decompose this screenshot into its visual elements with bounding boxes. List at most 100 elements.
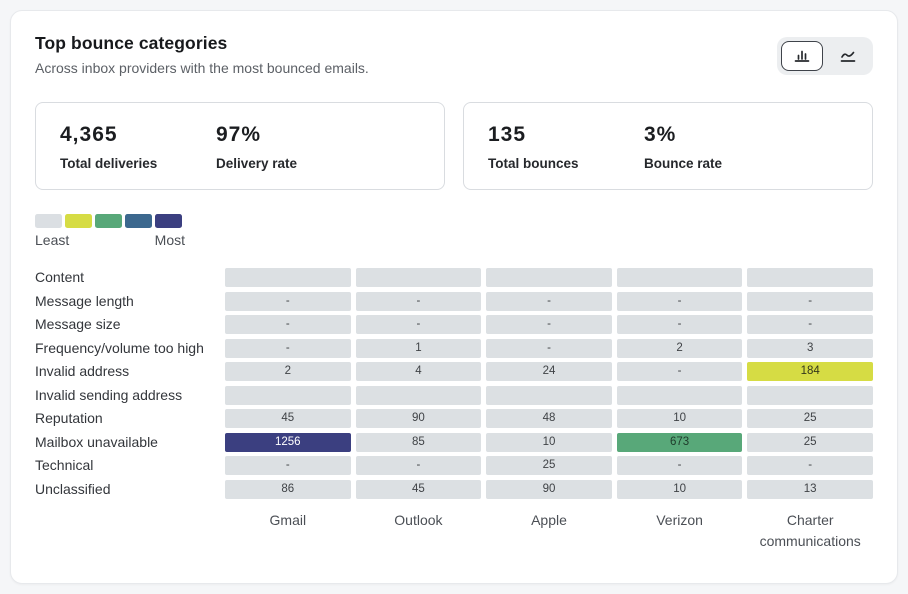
heatmap-row-label: Message size	[35, 316, 121, 332]
heatmap-cell[interactable]: 45	[355, 479, 482, 499]
heatmap-row-label: Invalid sending address	[35, 386, 183, 403]
deliveries-card: 4,365 Total deliveries 97% Delivery rate	[35, 102, 445, 190]
legend-labels: Least Most	[35, 232, 185, 248]
legend-swatch	[155, 214, 182, 228]
heatmap-grid: Content Message length - - - - - Message size - -…	[35, 268, 873, 552]
heatmap-row-label: Content	[35, 269, 85, 285]
chart-view-toggle	[777, 37, 873, 75]
heatmap-cell[interactable]: 90	[486, 479, 612, 499]
heatmap-color-legend: Least Most	[35, 214, 185, 248]
heatmap-cell[interactable]: -	[225, 315, 351, 334]
line-chart-view-button[interactable]	[827, 41, 869, 71]
heatmap-cell[interactable]	[486, 268, 612, 287]
heatmap-cell[interactable]: 3	[747, 338, 873, 358]
heatmap-cell[interactable]: 25	[747, 409, 873, 428]
heatmap-cell[interactable]: -	[616, 456, 743, 475]
heatmap-cell[interactable]: -	[486, 315, 612, 334]
heatmap-cell[interactable]: 13	[747, 479, 873, 499]
heatmap-cell[interactable]	[225, 385, 351, 405]
heatmap-cell[interactable]	[355, 268, 482, 287]
heatmap-cell[interactable]: 10	[486, 432, 612, 452]
heatmap-row-label: Unclassified	[35, 480, 111, 497]
bounce-rate-label: Bounce rate	[644, 156, 723, 171]
heatmap-cell[interactable]	[486, 385, 612, 405]
legend-swatches	[35, 214, 185, 228]
heatmap-row-label: Invalid address	[35, 363, 130, 379]
page-title: Top bounce categories	[35, 33, 228, 53]
legend-swatch	[125, 214, 152, 228]
line-chart-icon	[838, 48, 858, 64]
total-deliveries-label: Total deliveries	[60, 156, 158, 171]
heatmap-cell[interactable]: 45	[225, 409, 351, 428]
heatmap-cell[interactable]: -	[486, 291, 612, 311]
heatmap-cell[interactable]: -	[486, 338, 612, 358]
total-bounces-label: Total bounces	[488, 156, 579, 171]
heatmap-cell[interactable]: 184	[747, 362, 873, 381]
heatmap-cell[interactable]	[355, 385, 482, 405]
bounce-categories-card: Top bounce categories Across inbox provi…	[10, 10, 898, 584]
heatmap-row-label: Reputation	[35, 410, 103, 426]
heatmap-cell[interactable]	[747, 385, 873, 405]
delivery-rate-value: 97%	[216, 123, 262, 146]
heatmap-cell[interactable]	[616, 385, 743, 405]
heatmap-cell[interactable]: 48	[486, 409, 612, 428]
page-subtitle: Across inbox providers with the most bou…	[35, 60, 369, 76]
heatmap-cell[interactable]: 10	[616, 409, 743, 428]
heatmap-column-label: Gmail	[269, 512, 307, 528]
heatmap-cell[interactable]: -	[355, 291, 482, 311]
heatmap-cell[interactable]: -	[355, 315, 482, 334]
heatmap-cell[interactable]: -	[355, 456, 482, 475]
legend-swatch	[65, 214, 92, 228]
heatmap-cell[interactable]: 673	[616, 432, 743, 452]
heatmap-cell[interactable]: -	[225, 338, 351, 358]
heatmap-cell[interactable]: 2	[616, 338, 743, 358]
heatmap-row-label: Message length	[35, 292, 134, 309]
heatmap-cell[interactable]: -	[616, 291, 743, 311]
heatmap-cell[interactable]: -	[747, 315, 873, 334]
heatmap-row-label: Frequency/volume too high	[35, 339, 204, 356]
total-deliveries-value: 4,365	[60, 123, 118, 146]
heatmap-column-label: Outlook	[394, 512, 443, 528]
heatmap-row-label: Mailbox unavailable	[35, 433, 158, 450]
heatmap-cell[interactable]	[616, 268, 743, 287]
heatmap-cell[interactable]: 1256	[225, 432, 351, 452]
heatmap-cell[interactable]: 86	[225, 479, 351, 499]
bar-chart-view-button[interactable]	[781, 41, 823, 71]
legend-swatch	[95, 214, 122, 228]
heatmap-row-label: Technical	[35, 457, 94, 473]
legend-least-label: Least	[35, 232, 70, 248]
heatmap-column-label: Charter communications	[759, 512, 861, 549]
bounce-rate-value: 3%	[644, 123, 677, 146]
heatmap-cell[interactable]: 85	[355, 432, 482, 452]
heatmap-column-label: Apple	[531, 512, 567, 528]
heatmap-cell[interactable]: 1	[355, 338, 482, 358]
total-bounces-value: 135	[488, 123, 527, 146]
heatmap-cell[interactable]: 2	[225, 362, 351, 381]
heatmap-column-label: Verizon	[656, 512, 703, 528]
heatmap-cell[interactable]: 25	[486, 456, 612, 475]
heatmap-cell[interactable]: -	[225, 291, 351, 311]
heatmap-cell[interactable]: 25	[747, 432, 873, 452]
heatmap-cell[interactable]: -	[616, 315, 743, 334]
card-header: Top bounce categories Across inbox provi…	[35, 33, 873, 76]
title-block: Top bounce categories Across inbox provi…	[35, 33, 369, 76]
heatmap-cell[interactable]: 24	[486, 362, 612, 381]
legend-most-label: Most	[154, 232, 185, 248]
heatmap-cell[interactable]: -	[225, 456, 351, 475]
delivery-rate-label: Delivery rate	[216, 156, 298, 171]
heatmap-cell[interactable]: 90	[355, 409, 482, 428]
heatmap-cell[interactable]: -	[747, 291, 873, 311]
heatmap-cell[interactable]: 10	[616, 479, 743, 499]
heatmap-cell[interactable]: -	[616, 362, 743, 381]
total-bounces-stat: 135 Total bounces	[488, 123, 620, 171]
heatmap-cell[interactable]: -	[747, 456, 873, 475]
bounces-card: 135 Total bounces 3% Bounce rate	[463, 102, 873, 190]
delivery-rate-stat: 97% Delivery rate	[216, 123, 348, 171]
legend-swatch	[35, 214, 62, 228]
heatmap-cell[interactable]	[225, 268, 351, 287]
heatmap-cell[interactable]	[747, 268, 873, 287]
total-deliveries-stat: 4,365 Total deliveries	[60, 123, 192, 171]
heatmap-cell[interactable]: 4	[355, 362, 482, 381]
bar-chart-icon	[792, 48, 812, 64]
summary-stat-cards: 4,365 Total deliveries 97% Delivery rate…	[35, 102, 873, 190]
